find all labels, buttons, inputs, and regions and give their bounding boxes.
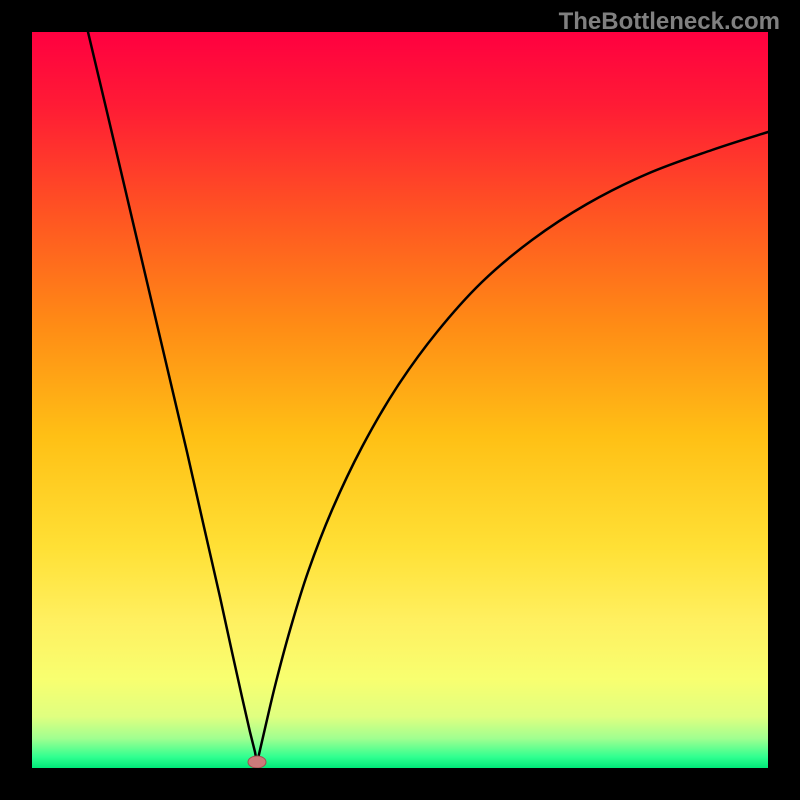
plot-area: [32, 32, 768, 768]
curve-right-branch: [257, 132, 768, 763]
watermark-text: TheBottleneck.com: [559, 8, 780, 36]
chart-container: TheBottleneck.com: [0, 0, 800, 800]
chart-svg: [32, 32, 768, 768]
curve-left-branch: [88, 32, 257, 763]
gradient-background: [32, 32, 768, 768]
minimum-marker: [248, 756, 266, 768]
